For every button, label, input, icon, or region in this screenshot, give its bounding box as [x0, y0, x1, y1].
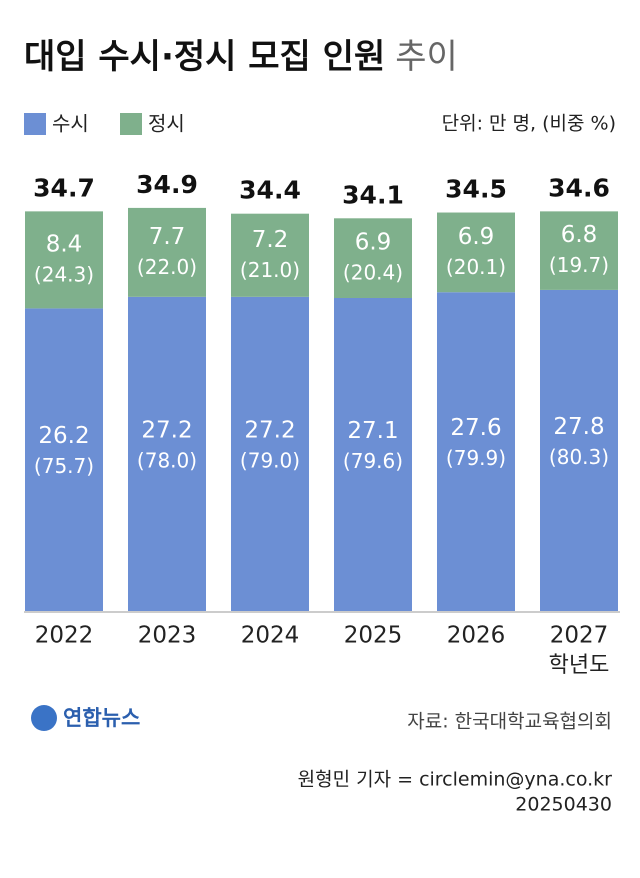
x-tick-label: 2025 [344, 623, 403, 649]
unit-label: 단위: 만 명, (비중 %) [442, 113, 616, 135]
total-label: 34.1 [342, 180, 404, 209]
total-label: 34.4 [239, 176, 301, 205]
legend-swatch [24, 113, 46, 135]
title-suffix: 추이 [395, 37, 458, 77]
share-label: (75.7) [34, 454, 94, 478]
bar-segment [128, 296, 206, 611]
value-label: 27.8 [553, 414, 604, 440]
share-label: (22.0) [137, 255, 197, 279]
legend-label: 수시 [52, 112, 89, 136]
value-label: 27.2 [141, 417, 192, 443]
total-label: 34.6 [548, 173, 610, 202]
bar-segment [334, 297, 412, 611]
share-label: (78.0) [137, 448, 197, 472]
bar-segment [231, 296, 309, 611]
value-label: 27.1 [347, 418, 398, 444]
value-label: 27.6 [450, 415, 501, 441]
bar-segment [128, 207, 206, 297]
share-label: (20.4) [343, 261, 403, 285]
legend-label: 정시 [148, 112, 185, 136]
x-tick-label: 2026 [447, 623, 506, 649]
bar-segment [540, 289, 618, 611]
value-label: 7.2 [252, 227, 289, 253]
bar-segment [437, 292, 515, 611]
share-label: (79.0) [240, 448, 300, 472]
bar-segment [334, 218, 412, 298]
title-main: 대입 수시·정시 모집 인원 [24, 37, 385, 77]
bar-segment [437, 212, 515, 293]
value-label: 6.9 [458, 224, 495, 250]
source: 자료: 한국대학교육협의회 [407, 711, 612, 733]
value-label: 6.8 [561, 222, 598, 248]
share-label: (21.0) [240, 258, 300, 282]
legend-swatch [120, 113, 142, 135]
value-label: 26.2 [38, 423, 89, 449]
share-label: (20.1) [446, 255, 506, 279]
logo-icon [31, 705, 57, 731]
logo: 연합뉴스 [63, 706, 140, 730]
x-axis-label: 학년도 [549, 653, 610, 678]
bar-segment [25, 308, 103, 611]
legend: 수시 정시 [24, 112, 185, 136]
chart-title: 대입 수시·정시 모집 인원 추이 [24, 37, 458, 77]
x-tick-label: 2022 [35, 623, 94, 649]
share-label: (24.3) [34, 262, 94, 286]
share-label: (79.9) [446, 446, 506, 470]
x-tick-label: 2024 [241, 623, 300, 649]
share-label: (80.3) [549, 445, 609, 469]
value-label: 7.7 [149, 224, 186, 250]
value-label: 8.4 [46, 231, 83, 257]
total-label: 34.9 [136, 170, 198, 199]
date: 20250430 [515, 794, 612, 816]
value-label: 6.9 [355, 230, 392, 256]
value-label: 27.2 [244, 417, 295, 443]
share-label: (79.6) [343, 449, 403, 473]
bar-segment [540, 211, 618, 290]
total-label: 34.5 [445, 175, 507, 204]
bar-segment [25, 211, 103, 309]
total-label: 34.7 [33, 173, 95, 202]
x-tick-label: 2027 [550, 623, 609, 649]
bar-segment [231, 213, 309, 297]
credit: 원형민 기자 = circlemin@yna.co.kr [298, 769, 613, 791]
share-label: (19.7) [549, 253, 609, 277]
x-tick-label: 2023 [138, 623, 197, 649]
